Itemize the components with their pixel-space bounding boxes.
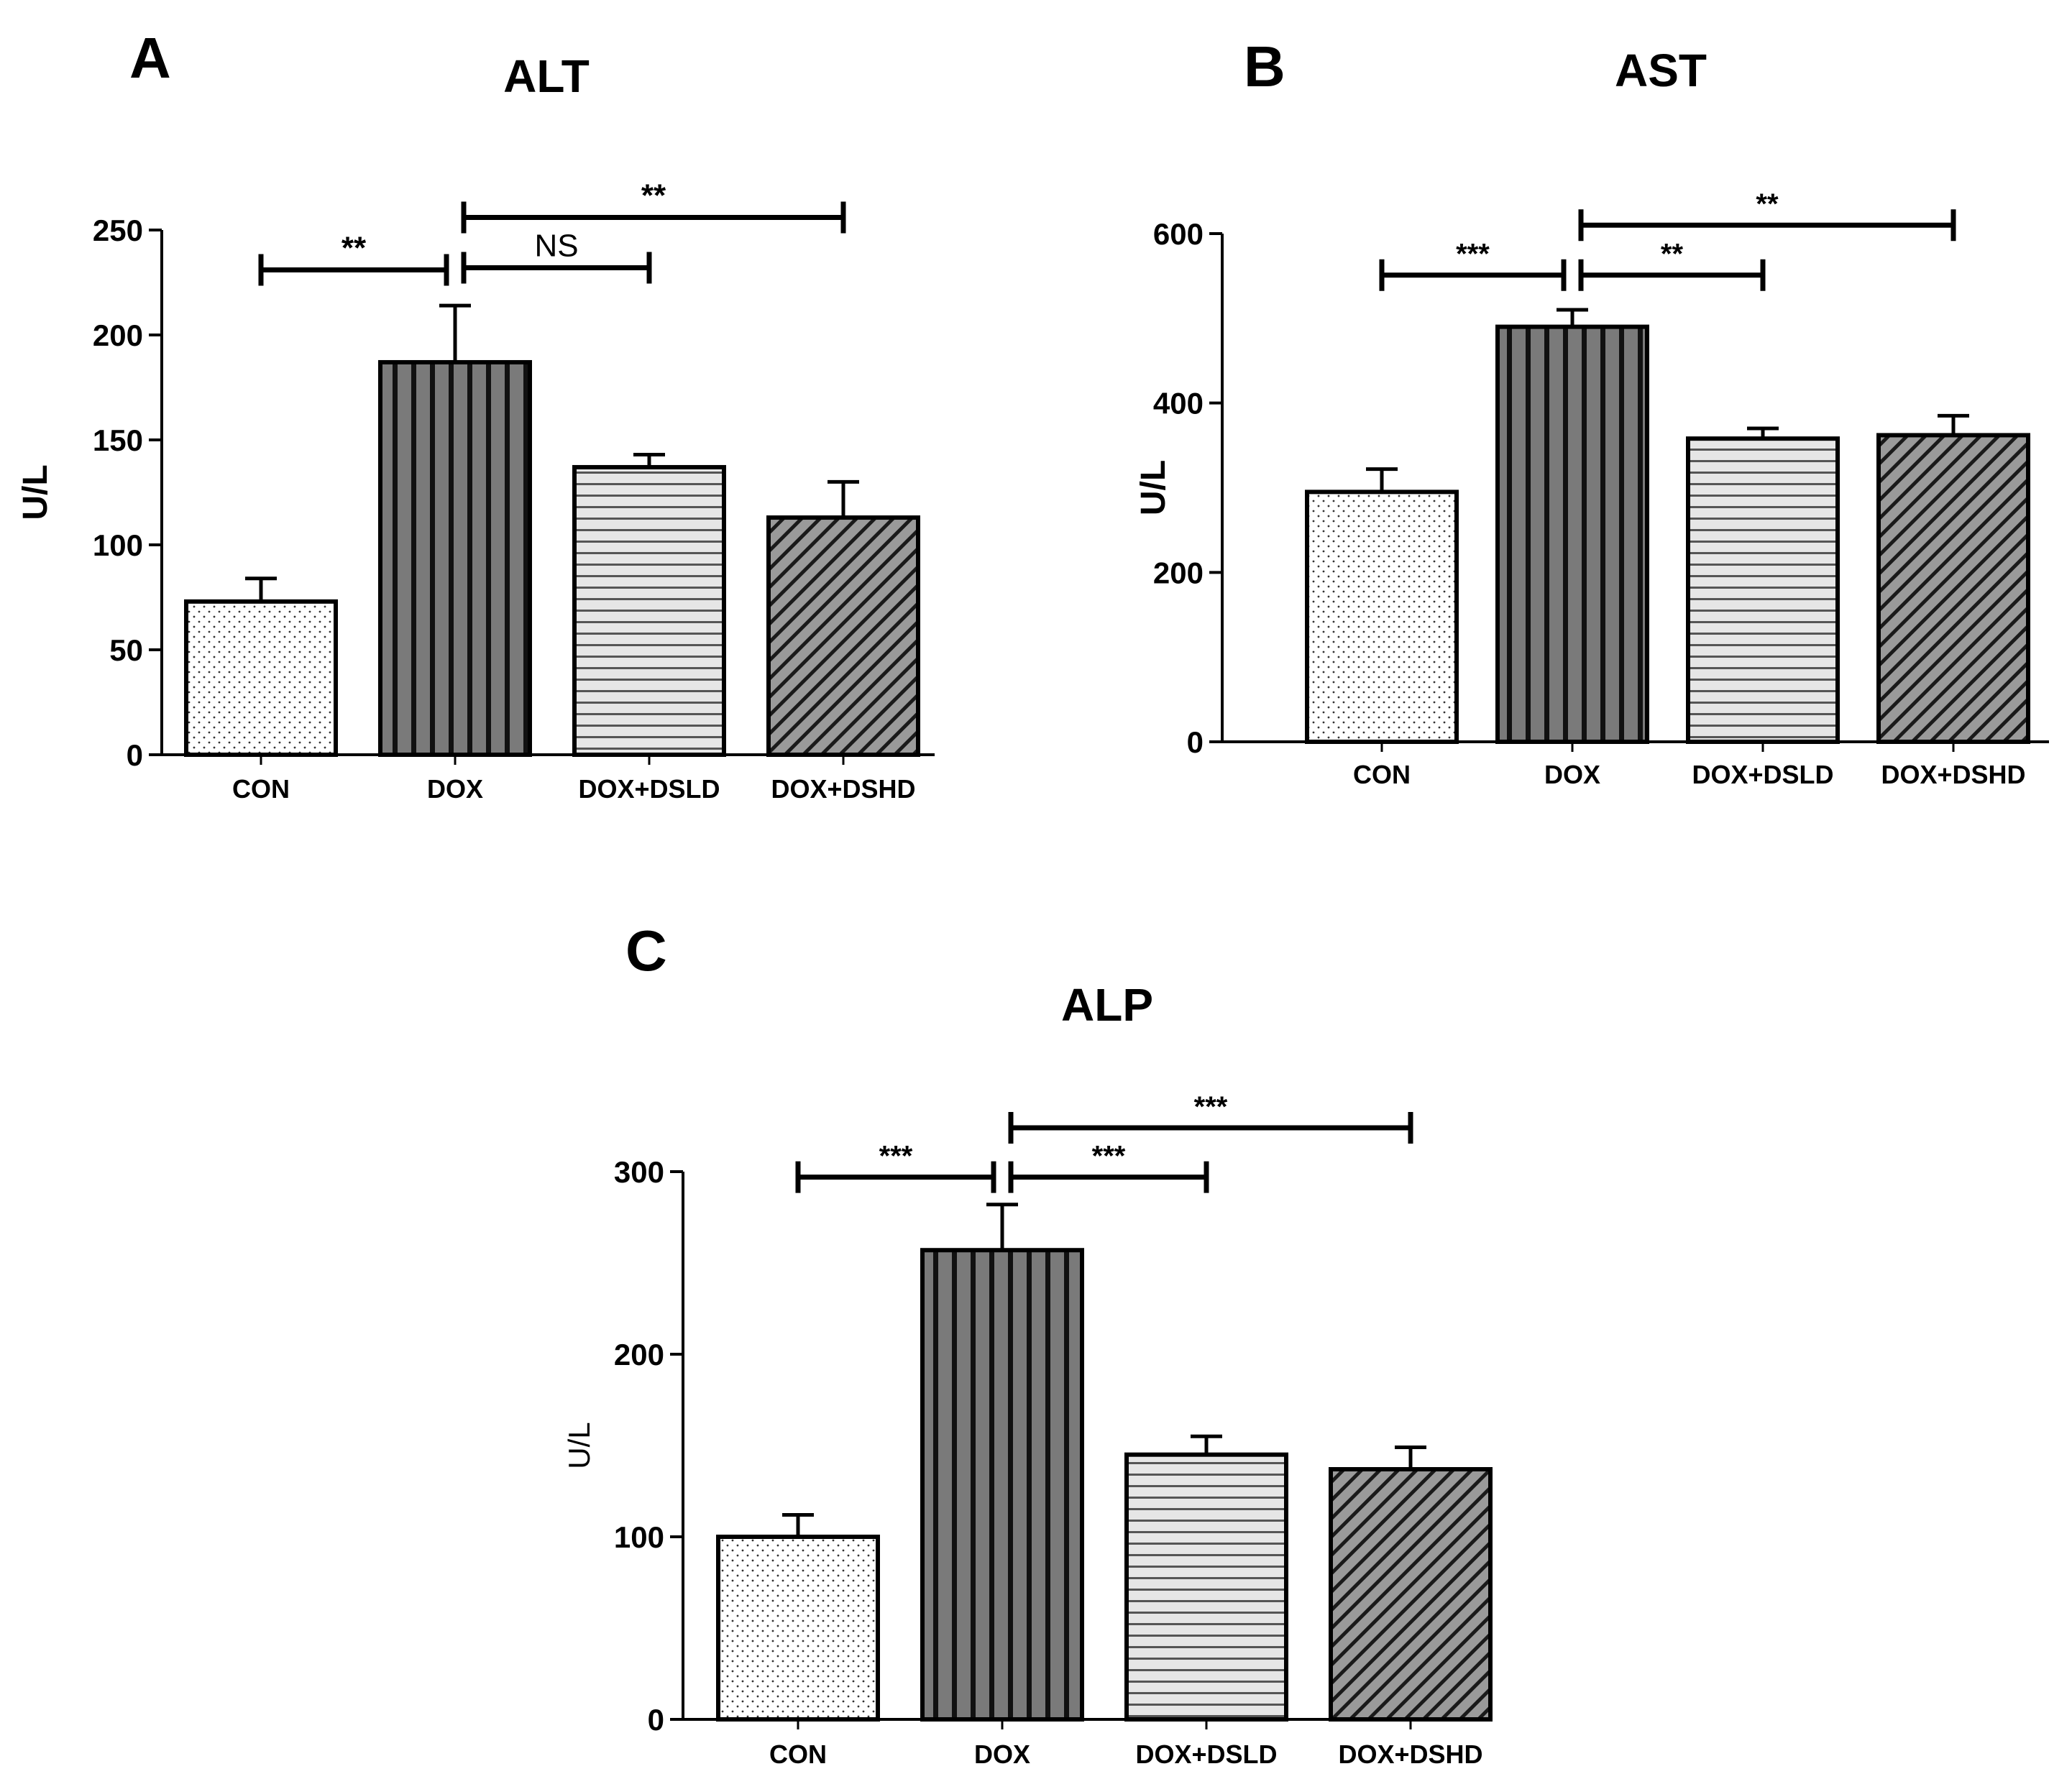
category-label: DOX+DSHD: [771, 774, 915, 804]
panel-label: A: [129, 26, 171, 90]
bar-dox: [1495, 324, 1649, 745]
panel-c: C ALP U/L 0 100 200 300 CON DOX DOX+DSLD DOX+DSHD *…: [503, 899, 1582, 1770]
chart-ast: B AST U/L 0 200 400 600 CON DOX DOX+DSLD DOX+DSHD *…: [1134, 35, 2049, 789]
category-label: DOX+DSLD: [578, 774, 720, 804]
significance-label: **: [641, 178, 666, 213]
y-axis-label: U/L: [1134, 460, 1173, 515]
y-tick-label: 250: [93, 213, 143, 247]
y-tick-label: 100: [614, 1520, 664, 1554]
y-axis-label: U/L: [562, 1422, 596, 1469]
category-label: DOX+DSHD: [1338, 1739, 1482, 1769]
bar-dox: [920, 1248, 1084, 1722]
y-tick-label: 0: [648, 1703, 664, 1737]
y-tick-label: 200: [614, 1338, 664, 1371]
bar-dox-dsld: [1124, 1452, 1288, 1722]
chart-alp: C ALP U/L 0 100 200 300 CON DOX DOX+DSLD DOX+DSHD *…: [562, 919, 1493, 1769]
y-tick-label: 100: [93, 528, 143, 562]
bar-con: [1305, 490, 1459, 744]
category-label: CON: [1353, 760, 1411, 789]
significance-label: ***: [1092, 1141, 1126, 1172]
bar-dox-dsld: [572, 464, 726, 758]
category-label: DOX+DSHD: [1881, 760, 2025, 789]
bar-dox-dshd: [766, 515, 920, 757]
bar-dox: [378, 359, 532, 757]
bar-dox-dshd: [1329, 1467, 1493, 1722]
significance-label: ***: [1456, 239, 1490, 270]
category-label: DOX: [974, 1739, 1030, 1769]
chart-title: AST: [1615, 45, 1707, 96]
significance-label: ***: [1194, 1091, 1228, 1123]
category-label: DOX: [1544, 760, 1600, 789]
bar-dox-dshd: [1876, 433, 2030, 745]
panel-a: A ALT U/L 0 50 100 150 200 250 CON DOX DOX+DSLD DOX+…: [0, 0, 1036, 863]
y-axis-label: U/L: [17, 464, 55, 520]
category-label: DOX: [427, 774, 483, 804]
y-tick-label: 200: [1153, 556, 1204, 589]
panel-label: C: [625, 919, 667, 983]
y-tick-label: 200: [93, 318, 143, 352]
y-tick-label: 400: [1153, 387, 1204, 420]
y-tick-label: 0: [1187, 725, 1204, 759]
significance-label: NS: [534, 229, 578, 264]
category-label: DOX+DSLD: [1692, 760, 1833, 789]
bar-dox-dsld: [1686, 436, 1840, 744]
y-tick-label: 150: [93, 423, 143, 457]
panel-b: B AST U/L 0 200 400 600 CON DOX DOX+DSLD DOX+DSHD *…: [1114, 0, 2072, 863]
y-tick-label: 50: [109, 633, 143, 667]
y-tick-label: 0: [127, 738, 143, 772]
bar-con: [184, 599, 338, 758]
category-label: CON: [232, 774, 290, 804]
bar-con: [716, 1535, 880, 1722]
y-tick-label: 600: [1153, 217, 1204, 251]
category-label: CON: [769, 1739, 827, 1769]
y-tick-label: 300: [614, 1155, 664, 1189]
chart-alt: A ALT U/L 0 50 100 150 200 250 CON DOX DOX+DSLD DOX+…: [17, 26, 935, 804]
chart-title: ALP: [1061, 979, 1153, 1031]
panel-label: B: [1244, 35, 1285, 98]
significance-label: **: [1756, 188, 1779, 220]
category-label: DOX+DSLD: [1135, 1739, 1277, 1769]
significance-label: ***: [879, 1141, 913, 1172]
chart-title: ALT: [503, 50, 590, 102]
significance-label: **: [341, 230, 367, 265]
significance-label: **: [1661, 239, 1684, 270]
